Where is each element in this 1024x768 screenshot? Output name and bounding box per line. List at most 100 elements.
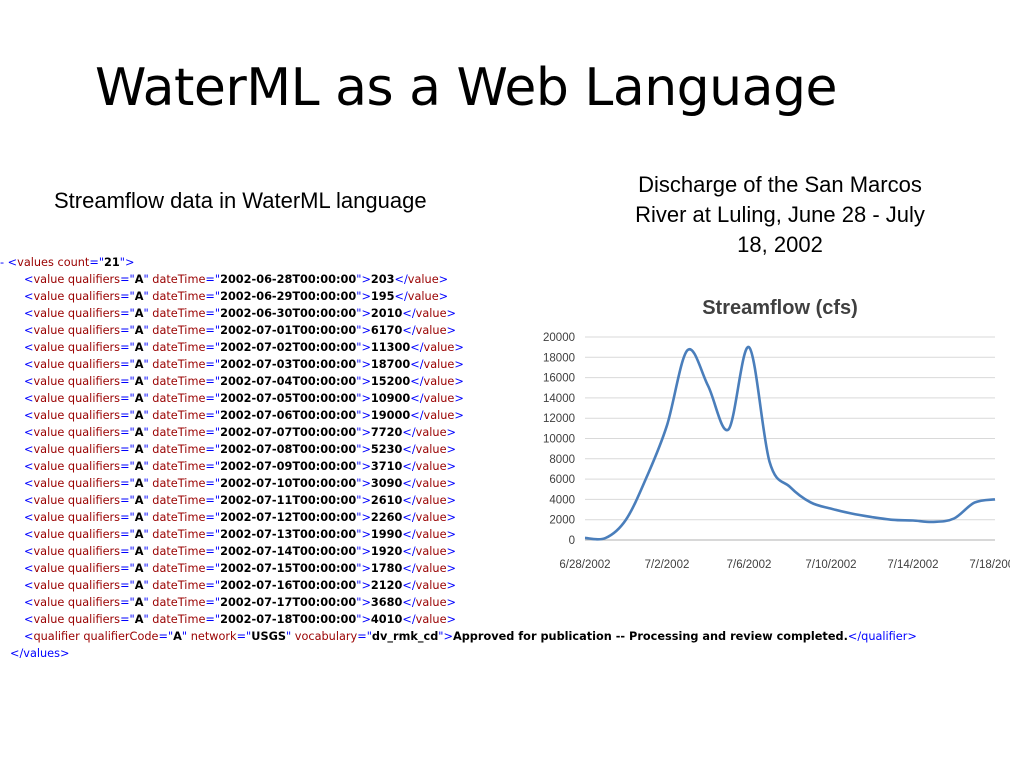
xml-value-tag: value bbox=[33, 358, 65, 371]
xml-value-close-tag: value bbox=[423, 358, 455, 371]
xml-value-close-tag: value bbox=[423, 375, 455, 388]
xml-value-close-tag: value bbox=[415, 528, 447, 541]
xml-value-number: 15200 bbox=[370, 375, 411, 388]
xml-value-tag: value bbox=[33, 341, 65, 354]
xml-value-qualifier: A bbox=[134, 341, 144, 354]
xml-root-count: 21 bbox=[104, 256, 120, 269]
xml-datetime-attr: dateTime bbox=[152, 562, 206, 575]
xml-network-attr: network bbox=[190, 630, 237, 643]
y-tick-label: 4000 bbox=[549, 494, 575, 506]
xml-value-number: 11300 bbox=[370, 341, 411, 354]
xml-value-datetime: 2002-07-11T00:00:00 bbox=[220, 494, 357, 507]
xml-qualifier-attr: qualifiers bbox=[67, 324, 121, 337]
xml-qualifier-attr: qualifiers bbox=[67, 613, 121, 626]
xml-value-datetime: 2002-07-05T00:00:00 bbox=[220, 392, 357, 405]
xml-root-open: - <values count="21"> bbox=[0, 256, 135, 269]
xml-value-number: 1990 bbox=[370, 528, 403, 541]
xml-datetime-attr: dateTime bbox=[152, 477, 206, 490]
xml-value-number: 4010 bbox=[370, 613, 403, 626]
y-tick-label: 14000 bbox=[543, 393, 575, 405]
xml-value-datetime: 2002-06-29T00:00:00 bbox=[220, 290, 357, 303]
xml-value-tag: value bbox=[33, 596, 65, 609]
xml-vocabulary: dv_rmk_cd bbox=[371, 630, 439, 643]
x-tick-label: 7/2/2002 bbox=[645, 559, 690, 571]
xml-datetime-attr: dateTime bbox=[152, 443, 206, 456]
xml-value-tag: value bbox=[33, 443, 65, 456]
xml-datetime-attr: dateTime bbox=[152, 494, 206, 507]
xml-value-tag: value bbox=[33, 562, 65, 575]
xml-value-datetime: 2002-06-30T00:00:00 bbox=[220, 307, 357, 320]
xml-value-close-tag: value bbox=[423, 409, 455, 422]
xml-value-close-tag: value bbox=[423, 341, 455, 354]
xml-value-tag: value bbox=[33, 307, 65, 320]
xml-value-close-tag: value bbox=[415, 324, 447, 337]
xml-qualifier-attr: qualifiers bbox=[67, 579, 121, 592]
collapse-marker[interactable]: - bbox=[0, 256, 5, 269]
xml-listing: - <values count="21"> <value qualifiers=… bbox=[0, 254, 1024, 662]
xml-qualifier-attr: qualifiers bbox=[67, 443, 121, 456]
xml-value-line: <value qualifiers="A" dateTime="2002-07-… bbox=[24, 409, 464, 422]
xml-qualifier-attr: qualifiers bbox=[67, 596, 121, 609]
xml-value-qualifier: A bbox=[134, 562, 144, 575]
y-tick-label: 12000 bbox=[543, 413, 575, 425]
xml-value-qualifier: A bbox=[134, 579, 144, 592]
xml-qualifier-attr: qualifiers bbox=[67, 341, 121, 354]
xml-value-qualifier: A bbox=[134, 443, 144, 456]
xml-value-line: <value qualifiers="A" dateTime="2002-06-… bbox=[24, 307, 456, 320]
xml-qualifier-code-attr: qualifierCode bbox=[83, 630, 159, 643]
xml-value-tag: value bbox=[33, 494, 65, 507]
xml-value-number: 3090 bbox=[370, 477, 403, 490]
xml-datetime-attr: dateTime bbox=[152, 307, 206, 320]
x-tick-label: 7/10/2002 bbox=[805, 559, 856, 571]
xml-value-tag: value bbox=[33, 460, 65, 473]
xml-value-datetime: 2002-07-06T00:00:00 bbox=[220, 409, 357, 422]
xml-qualifier-attr: qualifiers bbox=[67, 375, 121, 388]
xml-value-qualifier: A bbox=[134, 477, 144, 490]
xml-value-qualifier: A bbox=[134, 375, 144, 388]
xml-qualifier-attr: qualifiers bbox=[67, 511, 121, 524]
xml-value-number: 2260 bbox=[370, 511, 403, 524]
xml-value-line: <value qualifiers="A" dateTime="2002-07-… bbox=[24, 613, 456, 626]
y-tick-label: 18000 bbox=[543, 352, 575, 364]
xml-qualifier-attr: qualifiers bbox=[67, 392, 121, 405]
xml-value-datetime: 2002-06-28T00:00:00 bbox=[220, 273, 357, 286]
xml-value-qualifier: A bbox=[134, 545, 144, 558]
xml-value-close-tag: value bbox=[423, 392, 455, 405]
xml-value-line: <value qualifiers="A" dateTime="2002-07-… bbox=[24, 358, 464, 371]
xml-value-qualifier: A bbox=[134, 290, 144, 303]
xml-datetime-attr: dateTime bbox=[152, 460, 206, 473]
xml-value-line: <value qualifiers="A" dateTime="2002-07-… bbox=[24, 443, 456, 456]
slide-title: WaterML as a Web Language bbox=[95, 58, 837, 118]
xml-qualifier-code: A bbox=[173, 630, 182, 643]
xml-value-qualifier: A bbox=[134, 324, 144, 337]
xml-value-close-tag: value bbox=[415, 307, 447, 320]
xml-value-datetime: 2002-07-15T00:00:00 bbox=[220, 562, 357, 575]
chart-y-ticks: 0 2000 4000 6000 8000 10000 12000 14000 16000 180… bbox=[543, 332, 575, 547]
xml-value-datetime: 2002-07-14T00:00:00 bbox=[220, 545, 357, 558]
chart-title: Streamflow (cfs) bbox=[702, 297, 858, 319]
xml-value-number: 5230 bbox=[370, 443, 403, 456]
xml-value-close-tag: value bbox=[415, 460, 447, 473]
xml-value-datetime: 2002-07-16T00:00:00 bbox=[220, 579, 357, 592]
y-tick-label: 6000 bbox=[549, 474, 575, 486]
xml-value-qualifier: A bbox=[134, 409, 144, 422]
xml-root-attr: count bbox=[57, 256, 90, 269]
xml-value-line: <value qualifiers="A" dateTime="2002-07-… bbox=[24, 341, 464, 354]
xml-qualifier-attr: qualifiers bbox=[67, 358, 121, 371]
xml-value-number: 2610 bbox=[370, 494, 403, 507]
xml-value-qualifier: A bbox=[134, 273, 144, 286]
xml-value-close-tag: value bbox=[415, 596, 447, 609]
xml-qualifier-attr: qualifiers bbox=[67, 290, 121, 303]
xml-value-datetime: 2002-07-13T00:00:00 bbox=[220, 528, 357, 541]
xml-value-tag: value bbox=[33, 273, 65, 286]
xml-value-number: 3680 bbox=[370, 596, 403, 609]
xml-value-number: 203 bbox=[370, 273, 395, 286]
xml-qualifier-attr: qualifiers bbox=[67, 409, 121, 422]
xml-qualifier-attr: qualifiers bbox=[67, 528, 121, 541]
xml-value-qualifier: A bbox=[134, 392, 144, 405]
xml-value-close-tag: value bbox=[415, 511, 447, 524]
xml-value-close-tag: value bbox=[415, 477, 447, 490]
xml-value-close-tag: value bbox=[415, 426, 447, 439]
xml-value-close-tag: value bbox=[415, 579, 447, 592]
xml-datetime-attr: dateTime bbox=[152, 579, 206, 592]
